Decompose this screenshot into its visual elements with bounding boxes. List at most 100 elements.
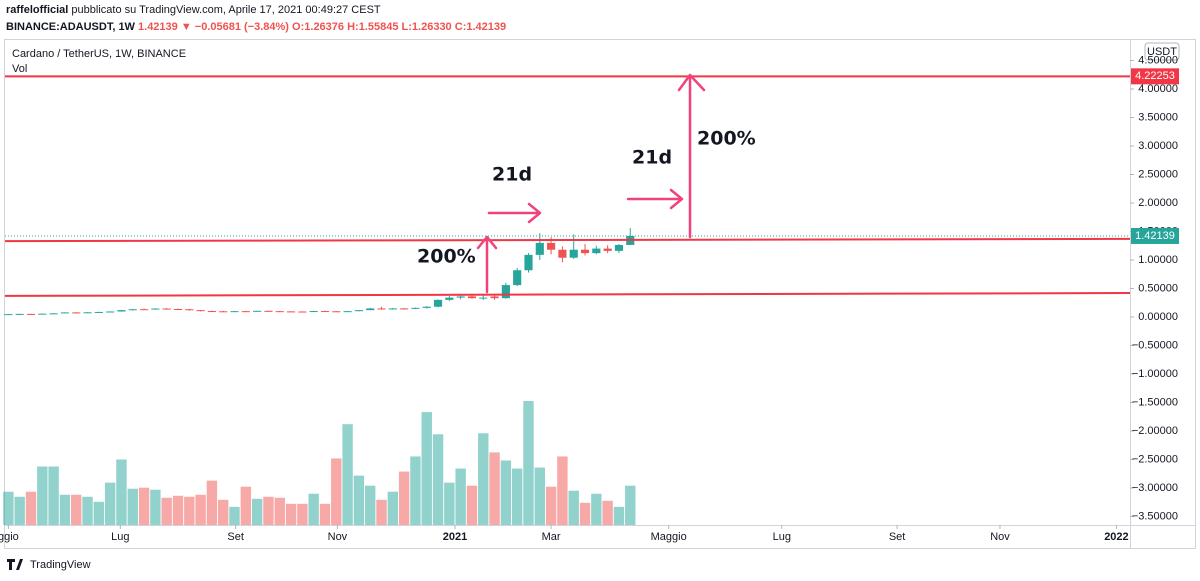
candle-body	[524, 254, 533, 271]
candle-body	[128, 309, 137, 311]
annotation: 21d	[632, 147, 672, 169]
x-tick-label: Set	[889, 531, 906, 543]
open: O:1.26376	[292, 21, 344, 33]
annotation: 21d	[492, 164, 532, 186]
x-tick-label: Lug	[773, 531, 791, 543]
volume-bar	[511, 468, 523, 525]
candle-body	[592, 248, 601, 254]
x-tick-label: 2022	[1104, 531, 1128, 543]
volume-bar	[478, 433, 489, 525]
volume-legend: Vol	[12, 63, 27, 75]
level-label-box	[1131, 68, 1179, 85]
candle-body	[547, 242, 556, 250]
candle-body	[60, 312, 69, 314]
volume-bar	[172, 495, 184, 525]
candle-body	[151, 308, 160, 310]
candle-body	[400, 308, 409, 310]
candle-body	[320, 311, 330, 313]
y-tick-label: −2.50000	[1132, 453, 1178, 465]
change: ▼ −0.05681 (−3.84%)	[181, 21, 289, 33]
volume-bar	[37, 466, 48, 525]
level-label: 4.22253	[1135, 70, 1175, 82]
x-tick-label: Set	[227, 531, 244, 543]
x-tick-label: Maggio	[651, 531, 687, 543]
candle-body	[185, 309, 194, 311]
candle-body	[558, 249, 567, 258]
volume-bar	[591, 493, 602, 525]
volume-bar	[14, 496, 25, 525]
volume-bar	[184, 496, 195, 525]
candle-body	[117, 310, 126, 312]
x-tick-label: Nov	[990, 531, 1010, 543]
volume-bar	[206, 480, 218, 525]
close: C:1.42139	[455, 21, 506, 33]
currency-box[interactable]	[1144, 42, 1180, 61]
last-price-box	[1131, 227, 1179, 244]
candle-body	[422, 306, 431, 308]
candle-body	[388, 308, 397, 310]
candle-body	[207, 311, 216, 313]
x-tick-label: Nov	[328, 531, 348, 543]
volume-bar	[568, 490, 579, 525]
annotation: 200%	[697, 128, 756, 150]
candle-body	[411, 307, 420, 309]
volume-bar	[59, 494, 71, 525]
candle-body	[219, 311, 228, 313]
legend: Cardano / TetherUS, 1W, BINANCE	[12, 48, 186, 60]
candle-body	[580, 249, 590, 254]
volume-bar	[432, 434, 444, 525]
volume-bar	[138, 487, 150, 525]
volume-bar	[93, 501, 105, 525]
candle-body	[264, 310, 273, 312]
candle-body	[49, 313, 58, 315]
volume-bar	[489, 452, 500, 525]
arrow-right	[487, 202, 542, 224]
candle-body	[377, 308, 386, 310]
low: L:1.26330	[402, 21, 452, 33]
volume-bar	[3, 491, 14, 525]
candle-body	[140, 309, 149, 311]
y-tick-label: −3.50000	[1132, 510, 1178, 522]
volume-bar	[251, 498, 263, 525]
y-tick-label: −1.50000	[1132, 396, 1178, 408]
volume-bar	[48, 466, 59, 525]
symbol: BINANCE:ADAUSDT, 1W	[6, 21, 136, 33]
candle-body	[467, 296, 477, 299]
volume-bar	[104, 482, 116, 525]
candle-body	[490, 296, 499, 299]
candle-body	[241, 311, 250, 313]
volume-bar	[263, 496, 274, 525]
volume-bar	[229, 506, 240, 525]
volume-bar	[455, 468, 466, 525]
candle-body	[501, 285, 510, 299]
candle-body	[38, 313, 47, 315]
volume-bar	[331, 458, 342, 525]
candle-body	[479, 297, 488, 299]
candle-body	[332, 311, 341, 313]
volume-bar	[500, 460, 512, 525]
volume-bar	[353, 475, 365, 525]
volume-bar	[297, 503, 308, 525]
candle-body	[535, 242, 544, 255]
candle-body	[456, 296, 465, 298]
volume-bar	[240, 486, 252, 525]
y-tick-label: 3.50000	[1138, 111, 1178, 123]
x-tick-label: 2021	[443, 531, 467, 543]
volume-bar	[365, 485, 376, 525]
volume-bar	[150, 489, 161, 525]
arrows	[476, 73, 706, 294]
candle-body	[72, 312, 81, 314]
candle-body	[15, 313, 24, 315]
arrow-up	[476, 235, 498, 294]
volume-bar	[218, 499, 229, 525]
high: H:1.55845	[347, 21, 398, 33]
y-tick-label: 0.00000	[1138, 311, 1178, 323]
candle-body	[94, 311, 103, 313]
x-tick-label: ggio	[0, 531, 19, 543]
candle-body	[230, 311, 239, 313]
candle-body	[603, 248, 612, 251]
volume-bar	[376, 499, 387, 525]
candle-body	[354, 310, 363, 312]
candle-body	[4, 314, 13, 316]
